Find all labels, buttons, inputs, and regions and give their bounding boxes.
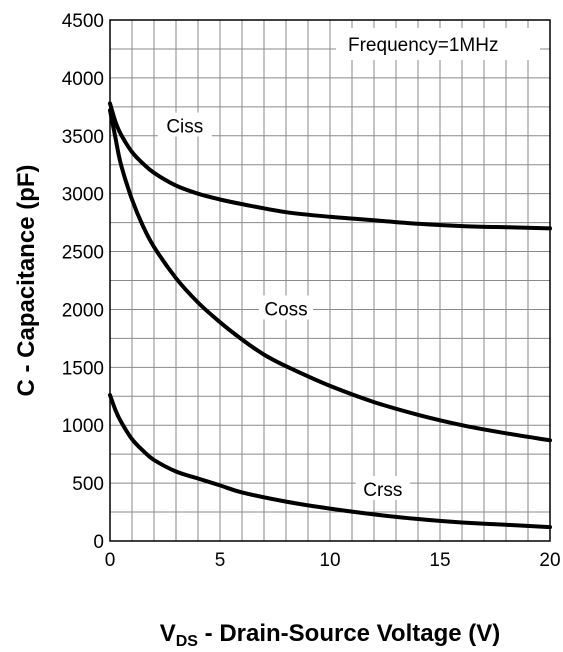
x-tick-label: 15 [429, 550, 450, 571]
y-axis-label: C - Capacitance (pF) [13, 164, 40, 396]
curve-label-background [157, 112, 212, 137]
x-axis-label-rest: - Drain-Source Voltage (V) [198, 620, 500, 647]
y-tick-label: 1000 [62, 416, 104, 437]
series-line-crss [108, 393, 552, 530]
curve-label-crss: Crss [363, 480, 402, 501]
x-tick-label: 5 [215, 550, 226, 571]
y-tick-label: 4000 [62, 69, 104, 90]
x-tick-label: 0 [105, 550, 116, 571]
x-axis-label-main: V [160, 620, 176, 647]
x-tick-label: 20 [539, 550, 560, 571]
y-tick-label: 0 [93, 532, 104, 553]
series-line-ciss [108, 101, 552, 231]
y-tick-label: 500 [72, 474, 104, 495]
frequency-annotation: Frequency=1MHz [348, 35, 498, 56]
curves [108, 101, 552, 530]
curve-labels: Ciss Coss Crss [157, 112, 410, 501]
annotation-background [336, 28, 540, 60]
y-tick-labels: 0 500 1000 1500 2000 2500 3000 3500 4000 4500 [62, 11, 104, 553]
y-tick-label: 2000 [62, 300, 104, 321]
x-tick-labels: 0 5 10 15 20 [105, 550, 561, 571]
curve-label-ciss: Ciss [166, 117, 203, 138]
plot-frame [109, 19, 551, 542]
y-tick-label: 1500 [62, 358, 104, 379]
curve-label-background [355, 476, 410, 501]
y-tick-label: 3000 [62, 185, 104, 206]
series-line-coss [108, 108, 552, 443]
y-tick-label: 3500 [62, 127, 104, 148]
x-axis-label: VDS - Drain-Source Voltage (V) [160, 620, 501, 650]
grid [110, 20, 550, 541]
y-tick-label: 2500 [62, 243, 104, 264]
y-tick-label: 4500 [62, 11, 104, 32]
curve-label-coss: Coss [264, 299, 307, 320]
x-tick-label: 10 [319, 550, 340, 571]
curve-label-background [259, 295, 313, 320]
x-axis-label-subscript: DS [176, 633, 199, 650]
